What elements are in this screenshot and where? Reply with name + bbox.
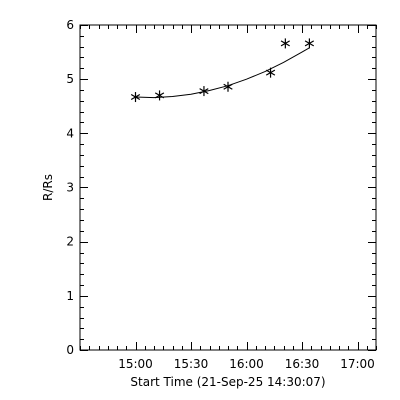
fit-layer xyxy=(135,47,310,99)
data-point xyxy=(265,67,276,78)
marker-stroke xyxy=(280,40,290,47)
marker-stroke xyxy=(304,40,315,47)
marks-layer xyxy=(130,38,315,103)
y-tick-label: 6 xyxy=(66,18,74,32)
y-tick-label: 1 xyxy=(66,289,74,303)
ticks-layer: 0 1 2 3 4 5 6 15:00 15:30 16:00 16:30 17:00 xyxy=(66,18,377,371)
x-tick-label: 16:30 xyxy=(285,357,320,371)
marker-stroke xyxy=(223,83,233,90)
data-point xyxy=(130,92,141,103)
marker-stroke xyxy=(199,88,209,95)
x-tick-label: 15:00 xyxy=(118,357,153,371)
y-tick-label: 0 xyxy=(66,343,74,357)
data-point xyxy=(304,38,315,49)
data-point xyxy=(199,86,209,97)
plot-frame xyxy=(79,24,377,351)
data-point xyxy=(223,81,233,92)
x-tick-label: 15:30 xyxy=(174,357,209,371)
data-point xyxy=(280,38,290,49)
x-tick-label: 17:00 xyxy=(340,357,375,371)
x-tick-label: 16:00 xyxy=(229,357,264,371)
y-tick-label: 2 xyxy=(66,235,74,249)
marker-stroke xyxy=(130,94,141,101)
x-axis-label: Start Time (21-Sep-25 14:30:07) xyxy=(130,375,325,389)
data-point xyxy=(154,90,165,101)
y-tick-label: 4 xyxy=(66,126,74,140)
marker-stroke xyxy=(265,69,276,76)
y-axis-label: R/Rs xyxy=(41,174,55,201)
marker-stroke xyxy=(154,92,165,99)
fit-curve xyxy=(135,47,310,99)
y-tick-label: 5 xyxy=(66,72,74,86)
y-tick-label: 3 xyxy=(66,181,74,195)
